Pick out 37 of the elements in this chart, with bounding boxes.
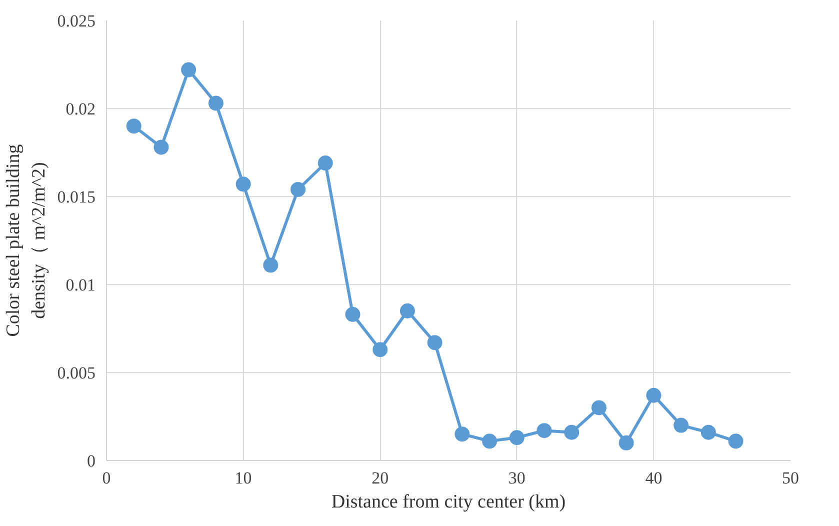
point [154,140,169,155]
point [618,435,634,450]
point [674,418,689,433]
y-tick-label: 0.005 [57,364,96,382]
point [427,335,442,350]
y-tick-label: 0.02 [66,100,96,118]
point [646,388,662,403]
point [482,434,498,449]
point [318,156,333,171]
x-tick-label: 10 [234,468,252,488]
point [400,303,415,318]
x-tick-label: 40 [645,468,662,488]
x-axis-title: Distance from city center (km) [331,492,566,512]
point [208,96,224,111]
y-tick-label: 0 [87,452,96,470]
y-tick-label: 0.015 [57,188,96,206]
point [591,400,606,416]
point [454,426,470,442]
point [372,342,388,358]
point [345,306,360,322]
x-tick-label: 0 [102,468,111,488]
point [564,424,580,440]
point [263,258,278,273]
x-tick-label: 30 [508,468,526,488]
y-axis-title: Color steel plate building density（ m^2/m^2) [3,144,50,337]
point [728,434,744,449]
point [181,62,196,78]
point [536,423,552,438]
y-tick-label: 0.025 [57,12,96,30]
point [236,176,251,192]
y-tick-label: 0.01 [66,276,96,294]
point [700,424,716,440]
x-tick-label: 20 [372,468,389,488]
x-tick-label: 50 [782,468,799,488]
point [126,118,142,134]
point [509,430,524,446]
point [290,182,306,197]
